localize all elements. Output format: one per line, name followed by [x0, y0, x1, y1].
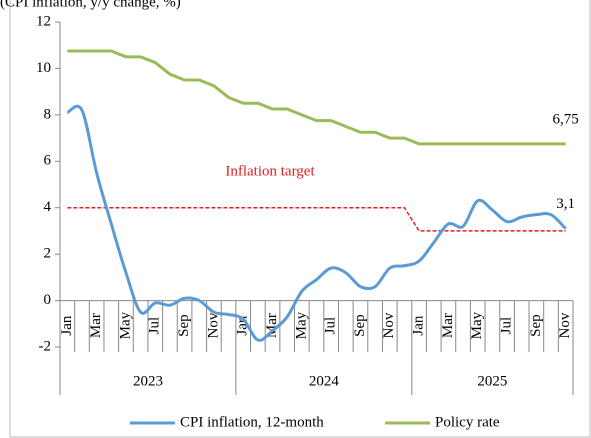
x-tick-label: Jan	[235, 315, 251, 335]
data-label: 3,1	[556, 196, 575, 212]
x-tick-label: May	[117, 311, 133, 339]
x-tick-label: May	[293, 311, 309, 339]
x-group-label: 2024	[309, 373, 340, 389]
y-tick-label: 12	[36, 13, 51, 29]
x-tick-label: Jan	[59, 315, 75, 335]
x-tick-label: Sep	[176, 314, 192, 337]
legend-label: Policy rate	[435, 414, 500, 430]
series-line	[67, 49, 566, 146]
y-tick-label: 6	[44, 153, 52, 169]
chart-subtitle: (CPI inflation, y/y change, %)	[0, 0, 181, 10]
series-line	[66, 104, 567, 342]
data-label: 6,75	[553, 111, 579, 127]
y-tick-label: -2	[39, 338, 52, 354]
x-tick-label: Mar	[264, 313, 280, 338]
x-tick-label: Mar	[440, 313, 456, 338]
x-tick-label: Nov	[557, 312, 573, 338]
y-tick-label: 0	[44, 292, 52, 308]
x-tick-label: Jul	[323, 317, 339, 335]
chart-frame	[9, 0, 591, 438]
y-tick-label: 4	[44, 199, 52, 215]
legend-label: CPI inflation, 12-month	[180, 414, 324, 430]
x-tick-label: Jul	[498, 317, 514, 335]
x-tick-label: Jul	[147, 317, 163, 335]
y-tick-label: 2	[44, 246, 52, 262]
x-tick-label: Sep	[352, 314, 368, 337]
x-tick-label: Nov	[205, 312, 221, 338]
x-tick-label: Mar	[88, 313, 104, 338]
x-group-label: 2023	[133, 373, 163, 389]
x-group-label: 2025	[477, 373, 507, 389]
x-tick-label: Nov	[381, 312, 397, 338]
x-tick-label: May	[469, 311, 485, 339]
x-tick-label: Jan	[411, 315, 427, 335]
target-label: Inflation target	[225, 163, 315, 179]
y-tick-label: 10	[36, 60, 51, 76]
x-tick-label: Sep	[528, 314, 544, 337]
target-line	[67, 206, 566, 232]
y-tick-label: 8	[44, 106, 52, 122]
